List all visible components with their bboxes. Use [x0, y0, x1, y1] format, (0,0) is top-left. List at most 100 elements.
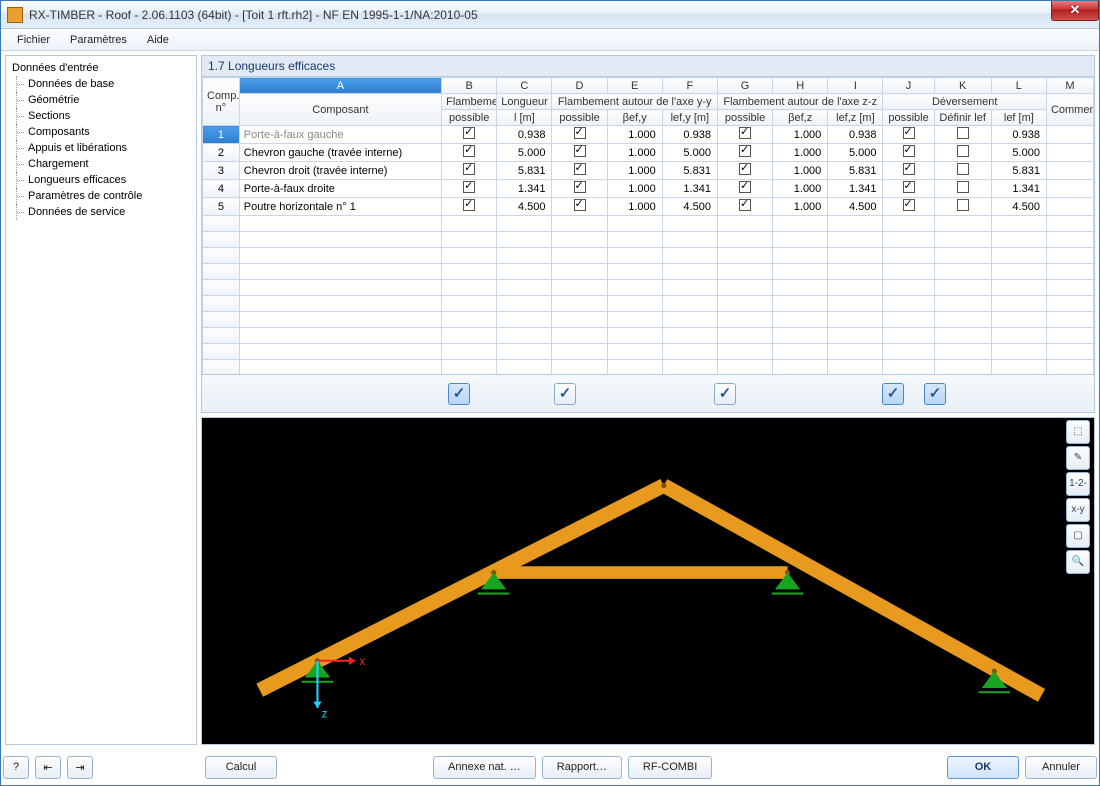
- row-header[interactable]: 1: [203, 126, 240, 144]
- table-row-empty[interactable]: [203, 248, 1094, 264]
- view-btn-3[interactable]: x-y: [1066, 498, 1090, 522]
- checkbox[interactable]: [903, 127, 915, 139]
- checkbox[interactable]: [903, 181, 915, 193]
- footer-check-3[interactable]: ✓: [882, 383, 904, 405]
- cell-name[interactable]: Porte-à-faux droite: [239, 180, 441, 198]
- menu-params[interactable]: Paramètres: [60, 31, 137, 49]
- col-letter-M[interactable]: M: [1046, 78, 1093, 94]
- checkbox[interactable]: [463, 163, 475, 175]
- checkbox[interactable]: [957, 145, 969, 157]
- footer-check-4[interactable]: ✓: [924, 383, 946, 405]
- ok-button[interactable]: OK: [947, 756, 1019, 779]
- menu-help[interactable]: Aide: [137, 31, 179, 49]
- tree-root[interactable]: Données d'entrée: [6, 60, 196, 76]
- col-letter-F[interactable]: F: [662, 78, 717, 94]
- view-btn-1[interactable]: ✎: [1066, 446, 1090, 470]
- view-btn-2[interactable]: 1-2-3: [1066, 472, 1090, 496]
- table-row[interactable]: 5Poutre horizontale n° 14.5001.0004.5001…: [203, 198, 1094, 216]
- tree-item-2[interactable]: Sections: [6, 108, 196, 124]
- tree-item-5[interactable]: Chargement: [6, 156, 196, 172]
- menu-file[interactable]: Fichier: [7, 31, 60, 49]
- checkbox[interactable]: [739, 127, 751, 139]
- row-header[interactable]: 3: [203, 162, 240, 180]
- tree-item-8[interactable]: Données de service: [6, 204, 196, 220]
- view-btn-4[interactable]: ▢: [1066, 524, 1090, 548]
- col-letter-K[interactable]: K: [934, 78, 991, 94]
- col-letter-A[interactable]: A: [239, 78, 441, 94]
- next-button[interactable]: ⇥: [67, 756, 93, 779]
- row-header[interactable]: 4: [203, 180, 240, 198]
- cell-name[interactable]: Porte-à-faux gauche: [239, 126, 441, 144]
- col-letter-J[interactable]: J: [883, 78, 934, 94]
- table-row-empty[interactable]: [203, 296, 1094, 312]
- checkbox[interactable]: [463, 145, 475, 157]
- cell-name[interactable]: Poutre horizontale n° 1: [239, 198, 441, 216]
- close-button[interactable]: ✕: [1051, 1, 1099, 21]
- col-composant: Composant: [239, 94, 441, 126]
- col-letter-B[interactable]: B: [442, 78, 497, 94]
- col-letter-H[interactable]: H: [773, 78, 828, 94]
- tree-item-7[interactable]: Paramètres de contrôle: [6, 188, 196, 204]
- view-btn-0[interactable]: ⬚: [1066, 420, 1090, 444]
- checkbox[interactable]: [739, 145, 751, 157]
- row-header[interactable]: 5: [203, 198, 240, 216]
- calcul-button[interactable]: Calcul: [205, 756, 277, 779]
- col-letter-I[interactable]: I: [828, 78, 883, 94]
- data-grid[interactable]: Comp. n°ABCDEFGHIJKLM ComposantFlambemeL…: [201, 77, 1095, 375]
- checkbox[interactable]: [739, 163, 751, 175]
- tree-item-4[interactable]: Appuis et libérations: [6, 140, 196, 156]
- checkbox[interactable]: [903, 163, 915, 175]
- annuler-button[interactable]: Annuler: [1025, 756, 1097, 779]
- table-row-empty[interactable]: [203, 344, 1094, 360]
- annexe-button[interactable]: Annexe nat. …: [433, 756, 536, 779]
- checkbox[interactable]: [903, 145, 915, 157]
- truss-viewport[interactable]: xz ⬚✎1-2-3x-y▢🔍: [201, 417, 1095, 745]
- col-letter-C[interactable]: C: [497, 78, 552, 94]
- table-row[interactable]: 2Chevron gauche (travée interne)5.0001.0…: [203, 144, 1094, 162]
- row-header[interactable]: 2: [203, 144, 240, 162]
- table-row-empty[interactable]: [203, 232, 1094, 248]
- table-row-empty[interactable]: [203, 280, 1094, 296]
- footer-check-0[interactable]: ✓: [448, 383, 470, 405]
- col-letter-E[interactable]: E: [607, 78, 662, 94]
- checkbox[interactable]: [574, 127, 586, 139]
- rfcombi-button[interactable]: RF-COMBI: [628, 756, 712, 779]
- tree-item-1[interactable]: Géométrie: [6, 92, 196, 108]
- cell-name[interactable]: Chevron gauche (travée interne): [239, 144, 441, 162]
- checkbox[interactable]: [957, 127, 969, 139]
- checkbox[interactable]: [574, 145, 586, 157]
- checkbox[interactable]: [957, 199, 969, 211]
- col-letter-L[interactable]: L: [991, 78, 1046, 94]
- rapport-button[interactable]: Rapport…: [542, 756, 622, 779]
- footer-check-1[interactable]: ✓: [554, 383, 576, 405]
- table-row[interactable]: 1Porte-à-faux gauche0.9381.0000.9381.000…: [203, 126, 1094, 144]
- view-btn-5[interactable]: 🔍: [1066, 550, 1090, 574]
- checkbox[interactable]: [957, 181, 969, 193]
- checkbox[interactable]: [574, 181, 586, 193]
- table-row-empty[interactable]: [203, 360, 1094, 376]
- checkbox[interactable]: [574, 163, 586, 175]
- checkbox[interactable]: [903, 199, 915, 211]
- table-row[interactable]: 4Porte-à-faux droite1.3411.0001.3411.000…: [203, 180, 1094, 198]
- table-row-empty[interactable]: [203, 328, 1094, 344]
- col-letter-D[interactable]: D: [552, 78, 607, 94]
- help-button[interactable]: ?: [3, 756, 29, 779]
- cell-name[interactable]: Chevron droit (travée interne): [239, 162, 441, 180]
- table-row-empty[interactable]: [203, 216, 1094, 232]
- checkbox[interactable]: [463, 127, 475, 139]
- checkbox[interactable]: [463, 181, 475, 193]
- checkbox[interactable]: [739, 181, 751, 193]
- table-row-empty[interactable]: [203, 264, 1094, 280]
- footer-check-2[interactable]: ✓: [714, 383, 736, 405]
- checkbox[interactable]: [574, 199, 586, 211]
- table-row[interactable]: 3Chevron droit (travée interne)5.8311.00…: [203, 162, 1094, 180]
- tree-item-6[interactable]: Longueurs efficaces: [6, 172, 196, 188]
- checkbox[interactable]: [739, 199, 751, 211]
- checkbox[interactable]: [957, 163, 969, 175]
- table-row-empty[interactable]: [203, 312, 1094, 328]
- checkbox[interactable]: [463, 199, 475, 211]
- col-letter-G[interactable]: G: [717, 78, 772, 94]
- prev-button[interactable]: ⇤: [35, 756, 61, 779]
- tree-item-0[interactable]: Données de base: [6, 76, 196, 92]
- tree-item-3[interactable]: Composants: [6, 124, 196, 140]
